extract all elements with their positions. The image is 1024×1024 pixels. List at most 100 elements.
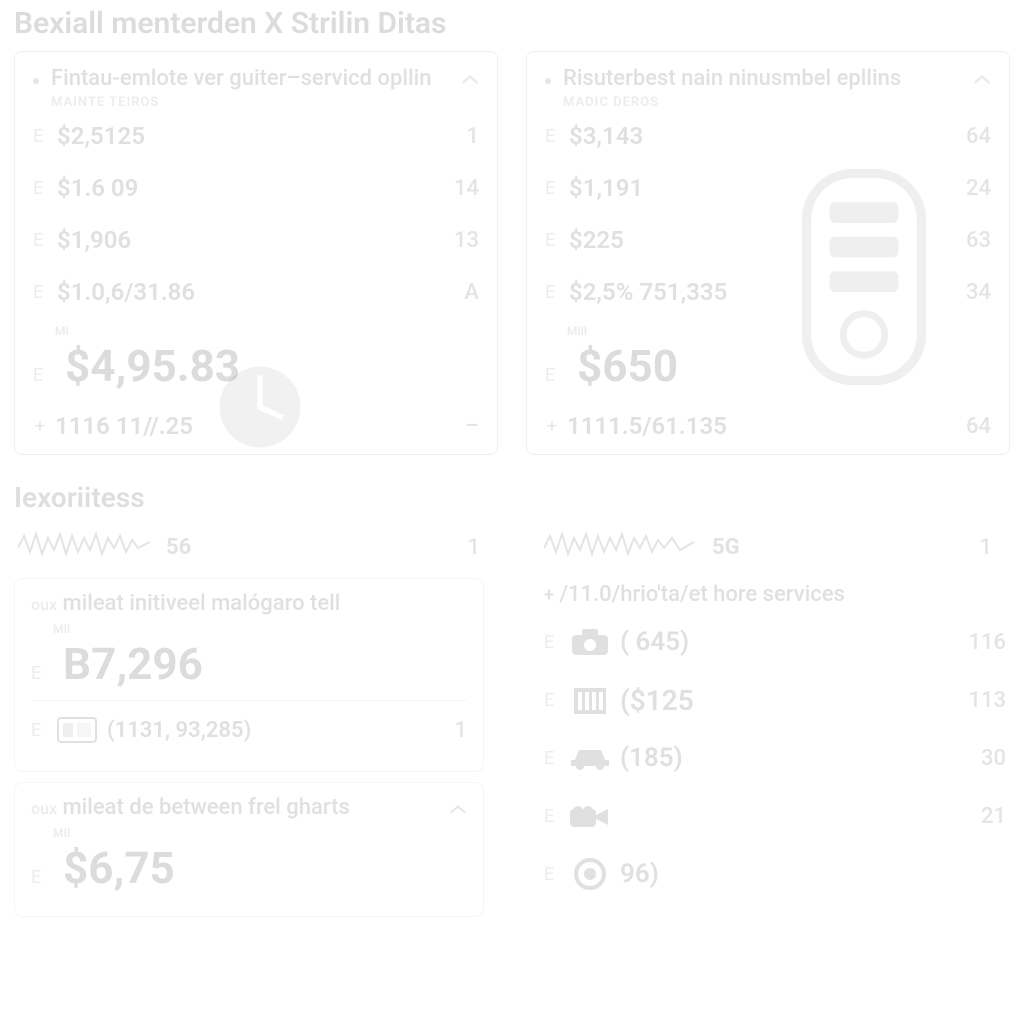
line-count: 13 bbox=[454, 228, 479, 253]
big-value: $6,75 bbox=[63, 842, 175, 894]
sub-card-1-title: oux mileat initiveel malógaro tell bbox=[31, 591, 467, 616]
sparkline-icon bbox=[18, 528, 158, 566]
line-prefix: E bbox=[33, 230, 49, 251]
sparkline-right: 1 bbox=[979, 535, 992, 560]
building-icon bbox=[568, 683, 612, 717]
total-value: $4,95.83 bbox=[65, 340, 240, 392]
row-prefix: E bbox=[544, 690, 560, 711]
line-prefix: E bbox=[545, 126, 561, 147]
services-block: + /11.0/hrio'ta/et hore services E ( 645… bbox=[526, 572, 1024, 903]
sparkline-icon bbox=[544, 528, 704, 566]
card-left: Fintau-emlote ver guiter–servicd opllin … bbox=[14, 51, 498, 455]
chevron-up-icon[interactable] bbox=[461, 69, 479, 88]
chevron-up-icon[interactable] bbox=[449, 795, 467, 820]
footer-right: – bbox=[465, 414, 479, 439]
total-prefix: E bbox=[33, 365, 49, 386]
plus-icon: + bbox=[545, 416, 559, 437]
sub-big-row: E $6,75 bbox=[31, 840, 467, 904]
line-value: $3,143 bbox=[569, 122, 643, 150]
sparkline-row: 56 1 bbox=[0, 522, 498, 572]
line-value: $2,5% 751,335 bbox=[569, 278, 727, 306]
line-item: E $1.6 09 14 bbox=[33, 162, 479, 214]
line-value: $2,5125 bbox=[57, 122, 145, 150]
line-item: E $2,5125 1 bbox=[33, 110, 479, 162]
line-value: $1,191 bbox=[569, 174, 643, 202]
row-prefix: E bbox=[31, 720, 47, 741]
car-icon bbox=[568, 741, 612, 775]
sparkline-suffix: 5G bbox=[712, 535, 740, 560]
line-item: E $1,906 13 bbox=[33, 214, 479, 266]
mil-label: MIl bbox=[53, 826, 467, 840]
sub-row: E (1131, 93,285) 1 bbox=[31, 700, 467, 759]
line-value: $225 bbox=[569, 226, 624, 254]
mil-label: Ml bbox=[55, 324, 479, 338]
line-item: E$225 63 bbox=[545, 214, 991, 266]
row-prefix: E bbox=[544, 864, 560, 885]
card-right-title: Risuterbest nain ninusmbel epllins bbox=[563, 66, 901, 91]
camera-icon bbox=[568, 625, 612, 659]
total-row: E $4,95.83 bbox=[33, 338, 479, 402]
lower-right-col: 5G 1 + /11.0/hrio'ta/et hore services E … bbox=[526, 522, 1024, 927]
chevron-up-icon[interactable] bbox=[973, 69, 991, 88]
line-count: 14 bbox=[454, 176, 479, 201]
row-count: 21 bbox=[981, 804, 1006, 829]
section-title: Iexoriitess bbox=[0, 455, 1024, 522]
lower-left-col: 56 1 oux mileat initiveel malógaro tell … bbox=[0, 522, 498, 927]
big-prefix: E bbox=[31, 663, 47, 684]
card-footer: + 1111.5/61.135 64 bbox=[545, 402, 991, 440]
plus-icon: + bbox=[33, 416, 47, 437]
card-right-header: Risuterbest nain ninusmbel epllins bbox=[545, 66, 991, 91]
service-row: E ( 645) 116 bbox=[544, 613, 1006, 671]
bullet-icon bbox=[545, 78, 551, 84]
row-prefix: E bbox=[544, 748, 560, 769]
line-value: $1,906 bbox=[57, 226, 131, 254]
line-prefix: E bbox=[33, 178, 49, 199]
camcorder-icon bbox=[568, 799, 612, 833]
line-count: 34 bbox=[966, 280, 991, 305]
mil-label: MIl bbox=[53, 622, 467, 636]
line-item: E$1.0,6/31.86 A bbox=[33, 266, 479, 318]
row-prefix: E bbox=[544, 806, 560, 827]
line-count: 24 bbox=[966, 176, 991, 201]
row-count: 113 bbox=[968, 688, 1006, 713]
row-count: 30 bbox=[981, 746, 1006, 771]
row-value: ( 645) bbox=[620, 627, 689, 657]
bullet-icon bbox=[33, 78, 39, 84]
ticket-icon bbox=[55, 713, 99, 747]
card-left-title: Fintau-emlote ver guiter–servicd opllin bbox=[51, 66, 431, 91]
footer-text: 1111.5/61.135 bbox=[567, 412, 727, 440]
row-value: (1131, 93,285) bbox=[107, 718, 251, 743]
mil-label: Mlil bbox=[567, 324, 991, 338]
line-item: E $1,191 24 bbox=[545, 162, 991, 214]
line-count: A bbox=[464, 280, 479, 305]
row-value: ($125 bbox=[620, 684, 694, 717]
line-value: $1.6 09 bbox=[57, 174, 138, 202]
total-value: $650 bbox=[577, 340, 678, 392]
sparkline-right: 1 bbox=[467, 535, 480, 560]
lower-row: 56 1 oux mileat initiveel malógaro tell … bbox=[0, 522, 1024, 927]
line-count: 64 bbox=[966, 124, 991, 149]
card-left-subtitle: MAINTE TEIROS bbox=[51, 95, 479, 110]
card-right: Risuterbest nain ninusmbel epllins MADIC… bbox=[526, 51, 1010, 455]
big-prefix: E bbox=[31, 867, 47, 888]
row-count: 116 bbox=[968, 630, 1006, 655]
line-prefix: E bbox=[33, 126, 49, 147]
sub-card-2: oux mileat de between frel gharts MIl E … bbox=[14, 782, 484, 917]
page-title: Bexiall menterden X Strilin Ditas bbox=[0, 0, 1024, 51]
service-row: E (185) 30 bbox=[544, 729, 1006, 787]
sub-title-text: mileat de between frel gharts bbox=[63, 795, 350, 820]
top-cards-row: Fintau-emlote ver guiter–servicd opllin … bbox=[0, 51, 1024, 455]
sub-card-1: oux mileat initiveel malógaro tell MIl E… bbox=[14, 578, 484, 772]
line-count: 63 bbox=[966, 228, 991, 253]
line-prefix: E bbox=[545, 178, 561, 199]
sub-title-text: mileat initiveel malógaro tell bbox=[63, 591, 341, 616]
service-row: E ($125 113 bbox=[544, 671, 1006, 729]
line-count: 1 bbox=[466, 124, 479, 149]
big-value: B7,296 bbox=[63, 638, 203, 690]
line-item: E $3,143 64 bbox=[545, 110, 991, 162]
title-prefix: + bbox=[544, 585, 554, 606]
footer-right: 64 bbox=[966, 414, 991, 439]
row-value: (185) bbox=[620, 743, 683, 773]
title-text: /11.0/hrio'ta/et hore services bbox=[559, 582, 844, 607]
sub-card-2-title: oux mileat de between frel gharts bbox=[31, 795, 467, 820]
